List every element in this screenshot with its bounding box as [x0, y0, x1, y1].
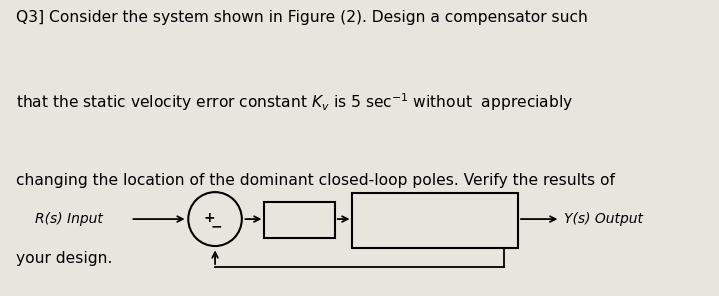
Text: 1.06: 1.06 [420, 200, 451, 215]
Text: that the static velocity error constant $K_v$ is 5 sec$^{-1}$ without  appreciab: that the static velocity error constant … [16, 91, 573, 113]
Text: your design.: your design. [16, 251, 112, 266]
Text: s(s + 1)(s + 2): s(s + 1)(s + 2) [387, 226, 484, 239]
FancyBboxPatch shape [352, 193, 518, 248]
FancyBboxPatch shape [265, 202, 335, 238]
Text: +: + [203, 211, 215, 225]
Text: Gc(s): Gc(s) [281, 213, 318, 227]
Text: Y(s) Output: Y(s) Output [564, 212, 643, 226]
Text: Q3] Consider the system shown in Figure (2). Design a compensator such: Q3] Consider the system shown in Figure … [16, 10, 587, 25]
Text: changing the location of the dominant closed-loop poles. Verify the results of: changing the location of the dominant cl… [16, 173, 615, 188]
Text: −: − [211, 219, 222, 233]
Text: R(s) Input: R(s) Input [35, 212, 104, 226]
